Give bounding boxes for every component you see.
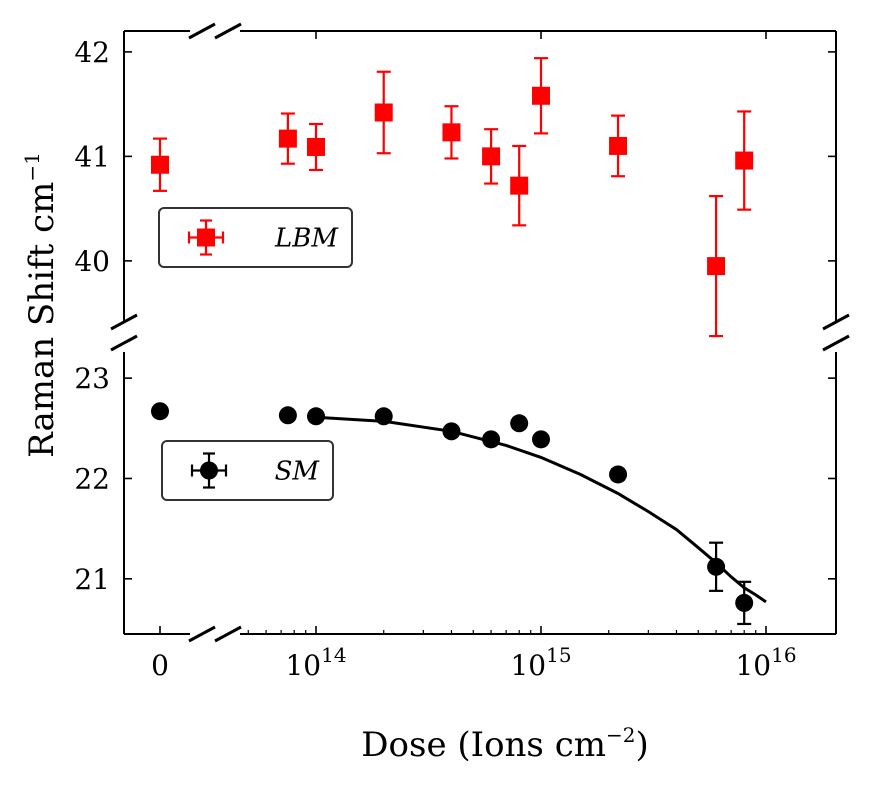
lbm-point [482,147,501,166]
lbm-point [374,103,393,122]
sm-point [442,422,461,441]
lbm-point [442,123,461,142]
lbm-point [532,86,550,105]
sm-point [482,430,501,449]
sm-point [609,465,628,484]
x-tick-label: 1016 [735,643,796,682]
lower-y-tick-label: 21 [74,563,110,596]
break-mark-left-lower [110,334,138,352]
break-mark-right-upper [822,313,850,331]
ticks-group: 40 41 42 21 22 23 0 1014 1015 1016 [74,31,836,682]
sm-point [532,430,550,449]
x-tick-label: 1014 [285,643,346,682]
legend-sm-label: SM [275,457,321,487]
break-mark-top-left [188,22,216,40]
break-mark-left-upper [110,313,138,331]
lbm-point [278,129,297,148]
legend-group: LBM SM [158,207,353,501]
lbm-point [307,137,325,156]
x-axis-title: Dose (Ions cm−2) [361,723,648,765]
lbm-point [707,257,726,276]
x-tick-label: 0 [151,649,169,682]
sm-point [307,407,325,426]
sm-point [374,407,393,426]
axis-break-marks [110,22,850,643]
lower-y-tick-label: 23 [74,362,110,395]
y-axis-title: Raman Shift cm−1 [20,152,62,458]
legend-sm-marker [200,461,218,480]
sm-point [510,414,529,433]
break-mark-top-right [214,22,242,40]
sm-fit-curve [315,415,767,604]
lbm-point [735,151,754,170]
fit-group [315,415,767,604]
upper-y-tick-label: 41 [74,140,110,173]
upper-y-tick-label: 42 [74,36,110,69]
x-tick-label: 1015 [510,643,571,682]
lbm-point [151,155,169,174]
legend-sm-box [161,440,334,501]
legend-lbm-label: LBM [274,224,339,254]
lbm-point [609,136,628,155]
sm-point [707,557,726,576]
sm-point [278,406,297,425]
sm-point [151,402,169,421]
break-mark-right-lower [822,334,850,352]
points-group [151,57,754,626]
lbm-point [510,176,529,195]
break-mark-bottom-left [188,625,216,643]
sm-point [735,593,754,612]
axes-group [123,30,837,635]
lower-y-tick-label: 22 [74,462,110,495]
legend-lbm-marker [197,228,215,247]
break-mark-bottom-right [214,625,242,643]
legend-lbm-box [158,207,353,268]
upper-y-tick-label: 40 [74,245,110,278]
